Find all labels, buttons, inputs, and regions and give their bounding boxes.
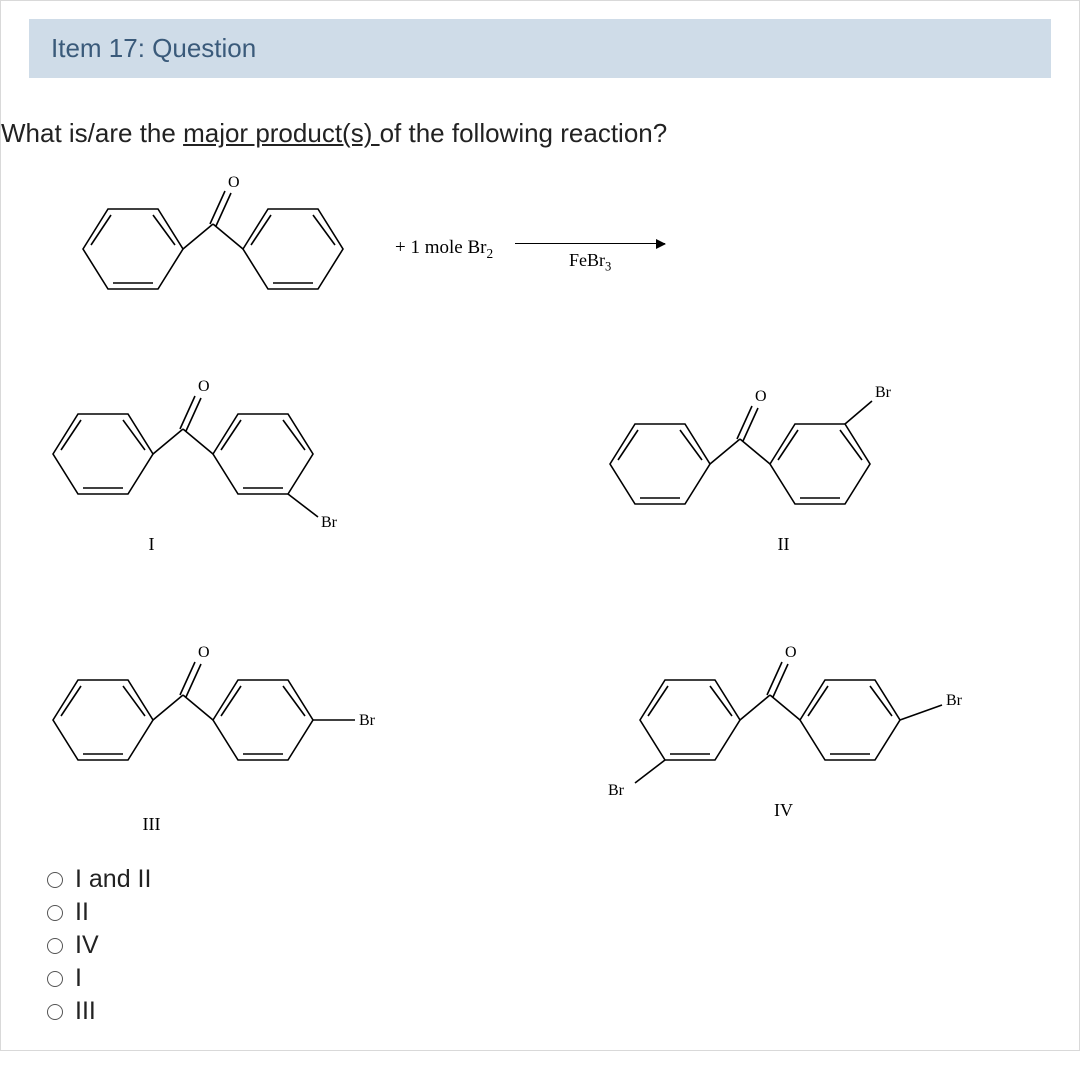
option-iii[interactable]: III xyxy=(47,997,1077,1026)
question-prefix: What is/are the xyxy=(1,118,183,148)
svg-text:Br: Br xyxy=(946,692,963,709)
question-underlined: major product(s) xyxy=(183,118,380,148)
product-iii: O Br III xyxy=(13,635,520,835)
svg-text:O: O xyxy=(198,378,210,395)
reaction-scheme: O + 1 mole Br2 FeBr3 xyxy=(33,169,1077,329)
item-header: Item 17: Question xyxy=(29,19,1051,78)
o-label: O xyxy=(228,174,240,191)
radio-icon[interactable] xyxy=(47,905,63,921)
reaction-arrow: FeBr3 xyxy=(515,223,665,275)
header-title: Item 17: Question xyxy=(51,33,256,63)
product-iii-label: III xyxy=(0,814,520,835)
radio-icon[interactable] xyxy=(47,971,63,987)
option-label: IV xyxy=(75,931,99,960)
option-label: III xyxy=(75,997,96,1026)
benzophenone-structure: O xyxy=(33,169,373,329)
option-label: II xyxy=(75,898,89,927)
svg-text:Br: Br xyxy=(321,514,338,531)
option-label: I xyxy=(75,964,82,993)
products-grid: O Br I xyxy=(13,369,1067,835)
svg-text:O: O xyxy=(755,388,767,405)
radio-icon[interactable] xyxy=(47,938,63,954)
question-text: What is/are the major product(s) of the … xyxy=(1,78,1077,159)
svg-text:Br: Br xyxy=(359,712,376,729)
catalyst-label: FeBr3 xyxy=(569,250,611,275)
question-suffix: of the following reaction? xyxy=(380,118,668,148)
option-iv[interactable]: IV xyxy=(47,931,1077,960)
reagent-label: + 1 mole Br2 xyxy=(395,237,493,262)
radio-icon[interactable] xyxy=(47,872,63,888)
answer-options: I and II II IV I III xyxy=(47,865,1077,1026)
svg-text:O: O xyxy=(785,644,797,661)
svg-text:Br: Br xyxy=(608,782,625,799)
svg-text:Br: Br xyxy=(875,384,892,401)
svg-text:O: O xyxy=(198,644,210,661)
content-area: What is/are the major product(s) of the … xyxy=(1,78,1079,1026)
product-ii: O Br II xyxy=(560,369,1067,555)
question-card: Item 17: Question What is/are the major … xyxy=(0,0,1080,1051)
option-ii[interactable]: II xyxy=(47,898,1077,927)
product-iv: Br O Br IV xyxy=(560,635,1067,835)
option-i[interactable]: I xyxy=(47,964,1077,993)
product-i: O Br I xyxy=(13,369,520,555)
radio-icon[interactable] xyxy=(47,1004,63,1020)
option-i-and-ii[interactable]: I and II xyxy=(47,865,1077,894)
option-label: I and II xyxy=(75,865,151,894)
